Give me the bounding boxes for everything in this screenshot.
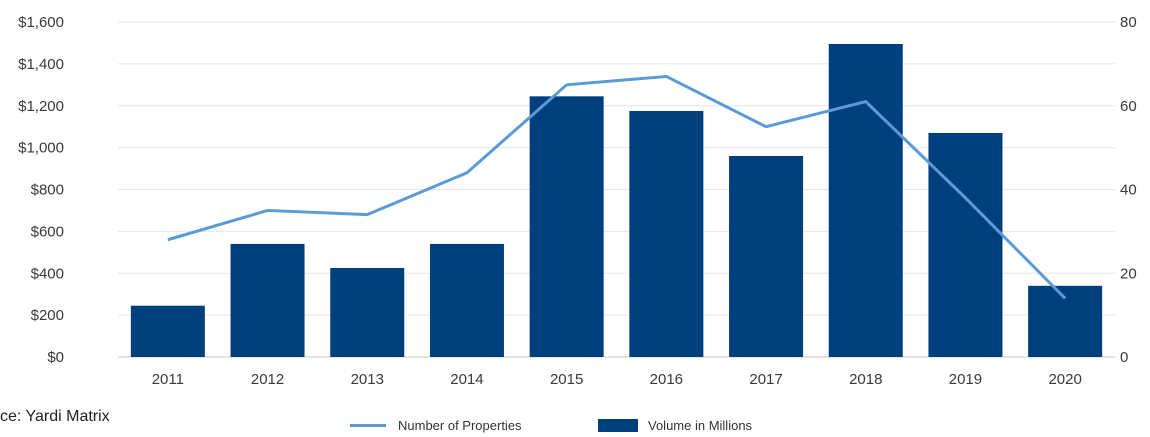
bar-2017 xyxy=(729,156,804,357)
bar-2018 xyxy=(828,43,903,357)
legend-properties-label: Number of Properties xyxy=(398,418,522,433)
legend-line-swatch xyxy=(350,424,386,427)
y-left-tick-label: $1,200 xyxy=(18,98,64,115)
legend-bar-swatch xyxy=(598,419,638,432)
x-tick-label: 2019 xyxy=(949,371,982,388)
y-left-tick-label: $600 xyxy=(31,223,64,240)
x-tick-label: 2013 xyxy=(351,371,384,388)
bar-2016 xyxy=(629,110,704,357)
line-number-of-properties xyxy=(167,74,1067,300)
legend-volume: Volume in Millions xyxy=(598,418,752,433)
legend-properties: Number of Properties xyxy=(350,418,522,433)
x-tick-label: 2011 xyxy=(152,371,184,388)
y-right-tick-label: 0 xyxy=(1120,349,1128,366)
x-tick-label: 2016 xyxy=(650,371,683,388)
bar-2019 xyxy=(928,132,1003,357)
y-left-tick-label: $0 xyxy=(47,349,64,366)
chart-svg: $0 $200 $400 $600 $800 $1,000 $1,200 $1,400 $1,6… xyxy=(18,14,1137,388)
y-left-tick-label: $800 xyxy=(31,182,64,199)
y-left-tick-label: $200 xyxy=(31,307,64,324)
source-note: ce: Yardi Matrix xyxy=(0,408,110,425)
bar-2012 xyxy=(230,243,305,357)
legend-volume-label: Volume in Millions xyxy=(648,418,753,433)
x-tick-label: 2018 xyxy=(849,371,882,388)
y-right-tick-label: 40 xyxy=(1120,182,1137,199)
x-tick-label: 2012 xyxy=(251,371,284,388)
y-left-tick-label: $400 xyxy=(31,265,64,282)
y-right-tick-label: 80 xyxy=(1120,14,1137,31)
bar-2013 xyxy=(330,268,405,357)
x-tick-label: 2017 xyxy=(749,371,782,388)
x-tick-label: 2015 xyxy=(550,371,583,388)
y-left-tick-label: $1,600 xyxy=(18,14,64,31)
bar-2015 xyxy=(529,96,604,357)
y-right-tick-label: 60 xyxy=(1120,98,1137,115)
y-left-tick-label: $1,000 xyxy=(18,140,64,157)
y-right-tick-label: 20 xyxy=(1120,265,1137,282)
bar-2011 xyxy=(130,305,205,357)
x-tick-label: 2020 xyxy=(1048,371,1081,388)
x-tick-label: 2014 xyxy=(450,371,483,388)
bar-2014 xyxy=(429,243,504,357)
y-left-tick-label: $1,400 xyxy=(18,56,64,73)
